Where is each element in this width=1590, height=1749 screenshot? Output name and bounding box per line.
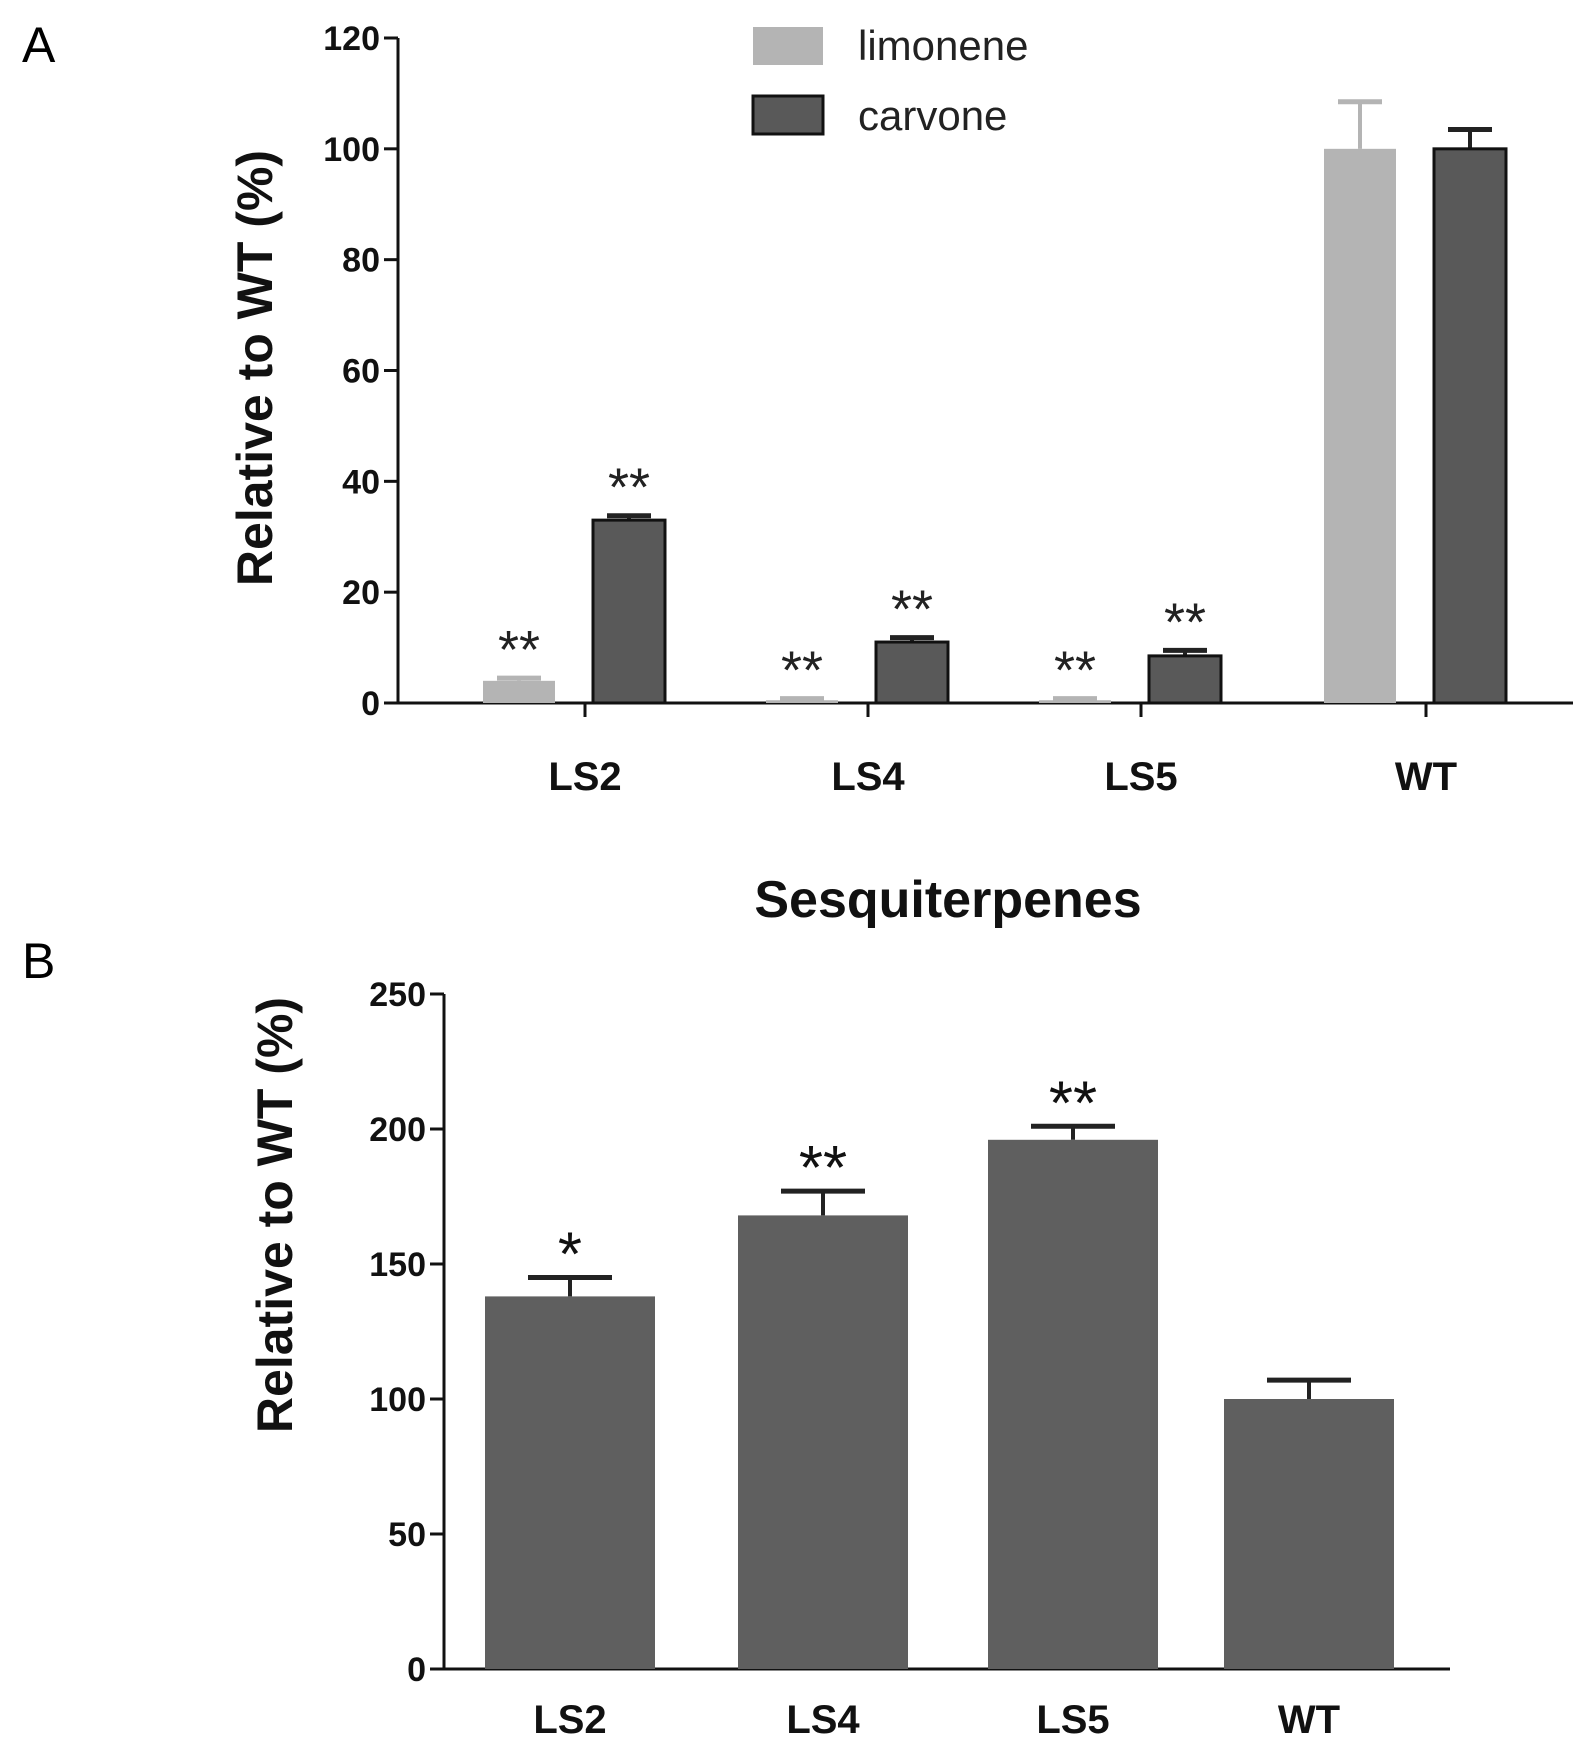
panel-label-a: A xyxy=(22,17,56,73)
legend-label-carvone: carvone xyxy=(858,92,1007,139)
y-tick-label: 50 xyxy=(388,1516,426,1554)
y-tick-label: 0 xyxy=(361,685,380,723)
significance-mark: ** xyxy=(1054,641,1096,701)
legend-swatch-limonene xyxy=(753,27,823,65)
significance-mark: ** xyxy=(781,641,823,701)
bar-carvone-ls4 xyxy=(874,640,950,705)
x-category-label: LS4 xyxy=(786,1698,860,1742)
y-tick-label: 100 xyxy=(323,131,380,169)
significance-mark: ** xyxy=(1049,1069,1097,1138)
y-tick-label: 150 xyxy=(369,1246,426,1284)
y-tick-label: 0 xyxy=(407,1651,426,1689)
panel-label-b: B xyxy=(22,933,55,989)
y-tick-label: 40 xyxy=(342,463,380,501)
chart-a-legend: limonene carvone xyxy=(751,22,1028,139)
bar-carvone-wt xyxy=(1432,147,1508,705)
bar-sesquiterpenes-ls2 xyxy=(485,1296,655,1669)
x-category-label: LS5 xyxy=(1104,755,1177,799)
x-category-label: WT xyxy=(1278,1698,1340,1742)
y-tick-label: 20 xyxy=(342,574,380,612)
bar-carvone-ls2 xyxy=(591,518,667,705)
chart-a: Relative to WT (%) limonene carvone 0 20 4… xyxy=(227,20,1573,799)
y-tick-label: 80 xyxy=(342,242,380,280)
bar-limonene-ls2 xyxy=(483,680,555,703)
x-category-label: LS2 xyxy=(533,1698,606,1742)
chart-b: Sesquiterpenes Relative to WT (%) 0 50 100… xyxy=(247,871,1450,1742)
bar-sesquiterpenes-ls5 xyxy=(988,1139,1158,1669)
bar-sesquiterpenes-wt xyxy=(1224,1399,1394,1669)
x-category-label: LS2 xyxy=(548,755,621,799)
bar-limonene-ls4 xyxy=(766,700,838,703)
bar-carvone-ls5 xyxy=(1147,654,1223,705)
bar-limonene-wt xyxy=(1324,148,1396,704)
significance-mark: ** xyxy=(608,458,650,518)
y-tick-label: 100 xyxy=(369,1381,426,1419)
significance-mark: ** xyxy=(799,1134,847,1203)
chart-b-title: Sesquiterpenes xyxy=(754,871,1141,929)
significance-mark: ** xyxy=(1164,592,1206,652)
y-tick-label: 120 xyxy=(323,20,380,58)
x-category-label: LS4 xyxy=(831,755,905,799)
bar-limonene-ls5 xyxy=(1039,700,1111,703)
x-category-label: LS5 xyxy=(1036,1698,1109,1742)
chart-b-y-axis-title: Relative to WT (%) xyxy=(247,997,303,1433)
legend-label-limonene: limonene xyxy=(858,22,1028,69)
x-category-label: WT xyxy=(1395,755,1457,799)
significance-mark: ** xyxy=(498,620,540,680)
significance-mark: * xyxy=(558,1221,582,1290)
chart-a-y-axis-title: Relative to WT (%) xyxy=(227,150,283,586)
y-tick-label: 250 xyxy=(369,976,426,1014)
significance-mark: ** xyxy=(891,580,933,640)
legend-swatch-carvone xyxy=(751,94,825,136)
bar-sesquiterpenes-ls4 xyxy=(738,1215,908,1669)
y-tick-label: 60 xyxy=(342,353,380,391)
y-tick-label: 200 xyxy=(369,1111,426,1149)
